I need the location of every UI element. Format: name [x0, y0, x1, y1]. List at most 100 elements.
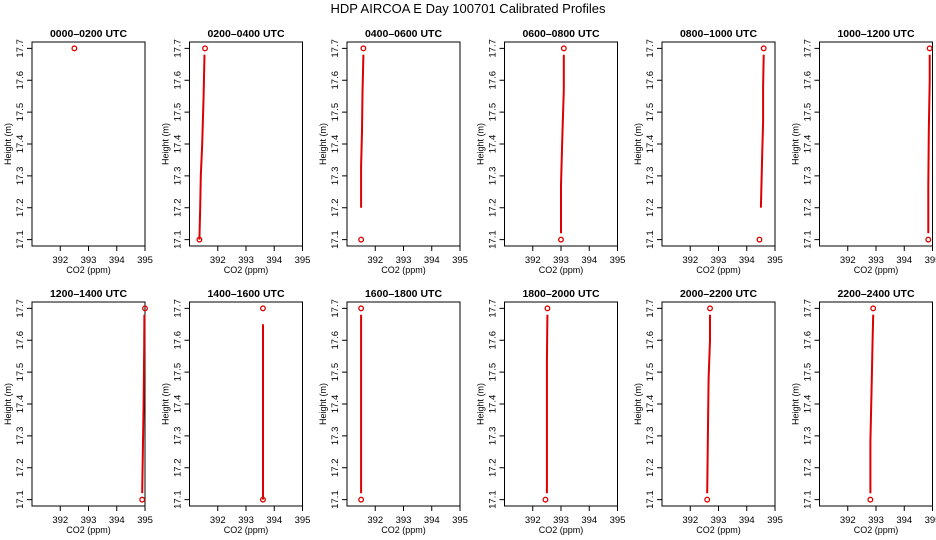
y-tick-label: 17.7: [645, 299, 656, 318]
y-tick-label: 17.4: [330, 395, 341, 414]
x-tick-label: 393: [81, 515, 97, 526]
y-tick-label: 17.6: [803, 331, 814, 350]
y-axis-label: Height (m): [318, 383, 328, 425]
y-tick-label: 17.7: [488, 39, 499, 58]
x-tick-label: 393: [711, 255, 727, 266]
y-tick-label: 17.5: [15, 103, 26, 122]
y-tick-label: 17.2: [330, 199, 341, 218]
x-axis-label: CO2 (ppm): [66, 265, 111, 275]
y-tick-label: 17.3: [803, 167, 814, 186]
x-tick-label: 393: [238, 515, 254, 526]
y-tick-label: 17.4: [330, 135, 341, 154]
y-axis-label: Height (m): [791, 383, 801, 425]
y-axis-label: Height (m): [633, 383, 643, 425]
profile-endpoint: [71, 45, 78, 52]
y-tick-label: 17.3: [488, 167, 499, 186]
y-tick-label: 17.4: [488, 135, 499, 154]
x-tick-label: 394: [266, 515, 282, 526]
profile-endpoint: [870, 305, 877, 312]
y-tick-label: 17.3: [330, 167, 341, 186]
y-tick-label: 17.3: [645, 427, 656, 446]
y-tick-label: 17.5: [803, 103, 814, 122]
y-tick-label: 17.7: [803, 39, 814, 58]
y-tick-label: 17.3: [15, 167, 26, 186]
panel-title: 0400–0600 UTC: [365, 28, 442, 40]
profile-endpoint: [260, 305, 266, 312]
profile-endpoint: [925, 236, 932, 243]
plot-frame: [819, 41, 933, 247]
plot-frame: [819, 301, 933, 507]
x-tick-label: 392: [367, 515, 383, 526]
y-tick-label: 17.1: [330, 230, 341, 249]
y-axis-label: Height (m): [791, 123, 801, 165]
x-tick-label: 392: [682, 255, 698, 266]
x-tick-label: 393: [396, 515, 412, 526]
x-tick-label: 394: [109, 255, 125, 266]
y-tick-label: 17.4: [15, 135, 26, 154]
y-tick-label: 17.7: [15, 299, 26, 318]
x-tick-label: 395: [767, 515, 783, 526]
plot-frame: [31, 41, 146, 247]
y-tick-label: 17.1: [488, 230, 499, 249]
y-tick-label: 17.6: [645, 331, 656, 350]
x-tick-label: 393: [81, 255, 97, 266]
x-tick-label: 392: [525, 515, 541, 526]
x-tick-label: 394: [739, 255, 755, 266]
x-tick-label: 392: [210, 255, 226, 266]
profile-endpoint: [139, 496, 146, 503]
y-tick-label: 17.3: [645, 167, 656, 186]
y-tick-label: 17.7: [803, 299, 814, 318]
profile-line: [360, 54, 365, 208]
profile-endpoint: [202, 45, 208, 52]
y-tick-label: 17.5: [330, 363, 341, 382]
x-tick-label: 395: [610, 515, 626, 526]
y-tick-label: 17.6: [173, 331, 184, 350]
x-axis-label: CO2 (ppm): [381, 525, 426, 535]
profile-line: [927, 54, 931, 234]
y-tick-label: 17.7: [330, 39, 341, 58]
x-tick-label: 393: [553, 515, 569, 526]
panel: 1800–2000 UTC 392 393 394 395 17.1 17.2 17.3 17.…: [476, 288, 626, 535]
x-axis-label: CO2 (ppm): [539, 265, 584, 275]
y-tick-label: 17.2: [15, 199, 26, 218]
profile-endpoint: [142, 305, 148, 312]
x-tick-label: 393: [238, 255, 254, 266]
y-tick-label: 17.5: [173, 103, 184, 122]
x-tick-label: 393: [396, 255, 412, 266]
x-axis-label: CO2 (ppm): [66, 525, 111, 535]
y-tick-label: 17.7: [173, 299, 184, 318]
y-tick-label: 17.5: [15, 363, 26, 382]
profile-endpoint: [760, 45, 767, 52]
panel-title: 0000–0200 UTC: [50, 28, 127, 40]
y-tick-label: 17.6: [15, 331, 26, 350]
y-tick-label: 17.5: [173, 363, 184, 382]
profile-line: [759, 54, 765, 208]
panel: 2200–2400 UTC 392 393 394 395 17.1 17.2 17.3 17.…: [791, 288, 936, 535]
plot-frame: [661, 301, 776, 507]
y-tick-label: 17.1: [15, 230, 26, 249]
x-tick-label: 395: [137, 515, 153, 526]
panel-title: 1200–1400 UTC: [50, 288, 127, 300]
x-axis-label: CO2 (ppm): [696, 525, 741, 535]
y-tick-label: 17.2: [330, 459, 341, 478]
profile-endpoint: [260, 496, 266, 503]
y-axis-label: Height (m): [161, 123, 171, 165]
panel-title: 1000–1200 UTC: [837, 28, 914, 40]
x-tick-label: 395: [295, 515, 311, 526]
profile-endpoint: [358, 305, 365, 312]
y-tick-label: 17.7: [173, 39, 184, 58]
x-tick-label: 394: [266, 255, 282, 266]
x-tick-label: 392: [367, 255, 383, 266]
x-tick-label: 392: [52, 255, 68, 266]
x-tick-label: 392: [682, 515, 698, 526]
y-tick-label: 17.7: [330, 299, 341, 318]
profile-endpoint: [196, 236, 203, 243]
panel-title: 2000–2200 UTC: [680, 288, 757, 300]
profile-line: [141, 314, 146, 494]
x-tick-label: 395: [610, 255, 626, 266]
y-tick-label: 17.4: [803, 135, 814, 154]
y-tick-label: 17.1: [645, 230, 656, 249]
x-tick-label: 395: [452, 515, 468, 526]
y-tick-label: 17.5: [803, 363, 814, 382]
panel: 0600–0800 UTC 392 393 394 395 17.1 17.2 17.3 17.…: [476, 28, 626, 275]
